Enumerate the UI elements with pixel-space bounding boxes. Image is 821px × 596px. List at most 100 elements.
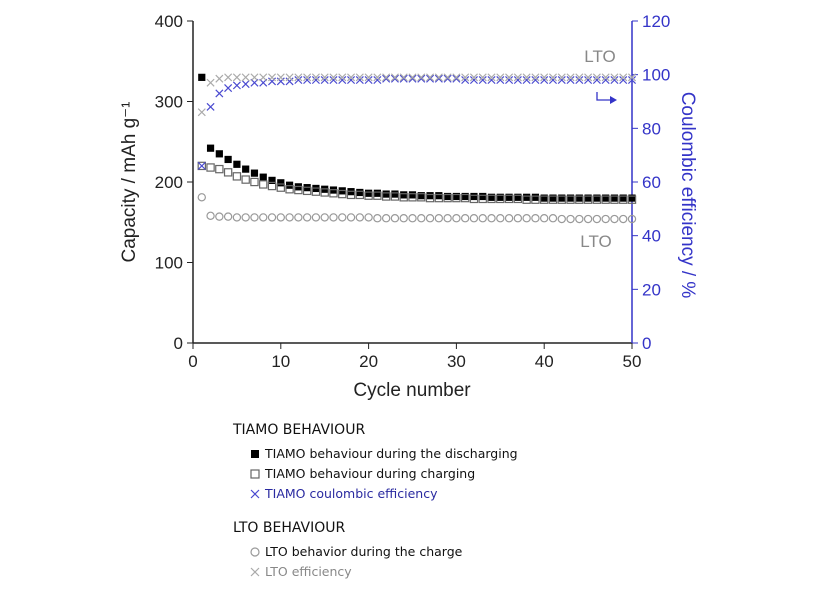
data-point [470, 192, 478, 201]
data-point [259, 213, 268, 222]
data-point [426, 74, 435, 83]
data-point [548, 195, 558, 204]
point [250, 567, 260, 577]
data-point [627, 214, 637, 224]
data-point [443, 193, 452, 203]
y2-tick-label: 80 [642, 119, 661, 138]
data-point [232, 172, 242, 181]
legend-title: TIAMO BEHAVIOUR [233, 422, 366, 438]
data-point [513, 194, 523, 204]
data-point [259, 173, 267, 181]
data-point [523, 193, 531, 201]
data-point [583, 214, 593, 224]
data-point [408, 73, 417, 82]
data-point [627, 73, 637, 82]
data-point [469, 73, 478, 82]
data-point [259, 73, 268, 82]
data-point [443, 74, 452, 83]
data-point [460, 214, 470, 223]
y2-tick-label: 60 [642, 173, 661, 192]
data-point [276, 77, 285, 86]
legend-item: LTO behavior during the charge [249, 542, 793, 562]
data-point [584, 76, 593, 85]
data-point [373, 191, 382, 200]
data-point [602, 194, 610, 202]
data-point [601, 76, 610, 85]
data-point [522, 214, 531, 223]
data-point [426, 73, 435, 82]
data-point [250, 213, 259, 222]
data-point [504, 194, 514, 204]
data-point [566, 214, 575, 224]
data-point [267, 213, 277, 222]
legend-title: LTO BEHAVIOUR [233, 520, 346, 536]
data-point [461, 192, 469, 201]
data-point [531, 214, 540, 223]
data-point [417, 214, 426, 223]
data-point [276, 73, 285, 82]
data-point [461, 76, 470, 85]
data-point [557, 195, 566, 204]
data-point [399, 74, 408, 83]
y-tick-label: 400 [155, 12, 183, 31]
data-point [619, 194, 627, 202]
data-point [540, 73, 549, 82]
legend-marker [250, 567, 260, 577]
data-point [356, 188, 364, 197]
data-point [417, 193, 426, 202]
data-point [505, 193, 513, 201]
data-point [487, 76, 496, 85]
data-point [373, 189, 381, 197]
y2-tick-label: 120 [642, 12, 670, 31]
data-point [382, 73, 391, 82]
data-point [391, 190, 399, 198]
data-point [452, 214, 461, 223]
data-point [522, 76, 531, 85]
data-point [320, 213, 329, 222]
legend-item: TIAMO behaviour during the discharging [249, 444, 793, 464]
data-point [223, 212, 233, 221]
data-point [224, 155, 232, 164]
data-point [566, 195, 575, 204]
y2-tick-label: 40 [642, 227, 661, 246]
data-point [417, 74, 426, 83]
data-point [496, 76, 505, 85]
data-point [285, 77, 294, 86]
data-point [557, 73, 566, 82]
data-point [285, 73, 294, 82]
data-point [206, 211, 215, 221]
data-point [583, 195, 593, 204]
data-point [505, 73, 514, 82]
data-point [531, 193, 540, 201]
data-point [268, 176, 276, 184]
data-point [215, 212, 224, 221]
data-point [197, 161, 206, 170]
data-point [197, 193, 206, 202]
data-point [267, 181, 277, 191]
legend-label: LTO behavior during the charge [265, 544, 463, 559]
data-point [329, 189, 338, 198]
data-point [627, 195, 637, 204]
data-point [548, 214, 558, 223]
data-point [452, 73, 461, 82]
data-point [399, 193, 408, 202]
data-point [425, 193, 435, 203]
data-point [355, 213, 365, 222]
data-point [452, 193, 461, 203]
data-point [215, 150, 223, 158]
data-point [575, 194, 583, 202]
y2-tick-label: 0 [642, 334, 651, 353]
data-point [373, 214, 382, 223]
y2-axis-label: Coulombic efficiency / % [677, 92, 698, 299]
data-point [496, 193, 504, 201]
data-point [267, 73, 277, 82]
data-point [469, 194, 479, 204]
data-point [311, 76, 320, 85]
x-tick-label: 20 [359, 352, 378, 371]
data-point [347, 76, 356, 85]
y-tick-label: 100 [155, 254, 183, 273]
data-point [478, 214, 487, 223]
data-point [294, 185, 303, 195]
data-point [355, 190, 365, 200]
data-point [329, 213, 338, 222]
